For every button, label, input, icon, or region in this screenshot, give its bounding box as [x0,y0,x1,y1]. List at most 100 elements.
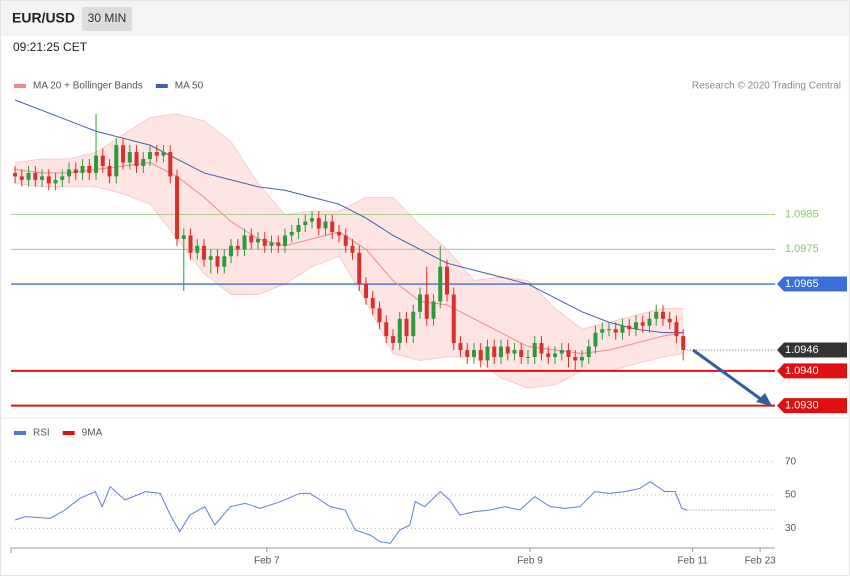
candle-body [154,152,159,156]
level-box [777,363,847,379]
symbol: EUR/USD [12,10,75,26]
candle-body [519,350,524,357]
forecast-arrow-head [756,393,772,406]
candle-body [492,346,497,357]
candle-body [141,159,146,166]
bollinger-fill [15,113,684,389]
candle-body [627,325,632,330]
candle-body [283,235,288,246]
candle-body [46,176,51,184]
legend-label: 9MA [82,428,103,439]
candle-body [175,176,180,239]
level-box [777,398,847,414]
candle-body [168,152,173,177]
candle-body [417,294,422,312]
legend-label: MA 50 [175,81,204,92]
candle-body [33,172,38,180]
candle-body [512,350,517,354]
candle-body [458,343,463,351]
candle-body [485,346,490,361]
candle-body [114,145,119,177]
candle-body [337,231,342,236]
candle-body [606,329,611,331]
x-tick-label: Feb 11 [677,556,708,567]
candle-body [498,346,503,357]
legend-swatch [62,431,75,435]
candle-body [269,242,274,246]
candle-body [667,318,672,323]
candle-body [350,245,355,253]
candle-body [249,235,254,243]
bollinger-lower [14,182,684,389]
candle-body [579,356,584,361]
candle-body [566,350,571,357]
legend-label: RSI [33,428,50,439]
candle-body [424,294,429,319]
candle-body [370,297,375,309]
candle-body [505,346,510,354]
candle-body [397,318,402,344]
candle-body [478,350,483,361]
candle-body [181,235,186,239]
candle-body [148,152,153,160]
candle-body [539,343,544,354]
candle-body [289,231,294,236]
level-label: 1.0965 [785,278,819,290]
candle-body [188,235,193,253]
candle-body [262,238,267,246]
candle-body [552,353,557,357]
y-tick-label: 50 [785,490,797,501]
candle-body [73,169,78,173]
candle-body [384,322,389,337]
candle-body [87,165,92,173]
candle-body [242,235,247,250]
candle-body [600,329,605,333]
ma50-line [14,99,684,334]
candle-body [654,311,659,319]
legend-label: MA 20 + Bollinger Bands [33,81,143,92]
candle-body [53,179,58,184]
candle-body [121,145,126,163]
candle-body [100,155,105,166]
level-label: 1.0930 [785,399,819,411]
candle-body [613,329,618,333]
candle-body [620,325,625,333]
level-label: 1.0985 [785,208,819,220]
candle-body [431,301,436,319]
candle-body [26,172,31,180]
candle-body [323,221,328,229]
interval-badge[interactable] [82,7,132,31]
candle-body [107,165,112,177]
candle-body [471,350,476,357]
candle-body [411,311,416,337]
candle-body [681,336,686,351]
candle-body [546,353,551,357]
candle-body [60,176,65,180]
candle-body [633,322,638,330]
candle-body [67,169,72,177]
candle-body [451,294,456,344]
x-tick-label: Feb 9 [517,556,543,567]
candle-body [404,318,409,337]
candle-body [13,172,18,177]
candle-body [573,356,578,361]
candle-body [303,221,308,226]
candle-body [208,256,213,260]
candle-body [444,266,449,295]
candle-body [80,165,85,173]
candle-body [19,176,24,180]
legend-swatch [155,84,168,88]
candle-body [222,256,227,267]
candle-body [229,245,234,257]
candle-body [586,346,591,357]
candle-body [296,225,301,232]
candle-body [202,245,207,260]
header-bar [1,1,849,36]
interval[interactable]: 30 MIN [88,11,127,25]
candle-body [438,266,443,302]
time: 09:21:25 CET [13,40,88,54]
candle-body [94,155,99,173]
candle-body [127,152,132,163]
